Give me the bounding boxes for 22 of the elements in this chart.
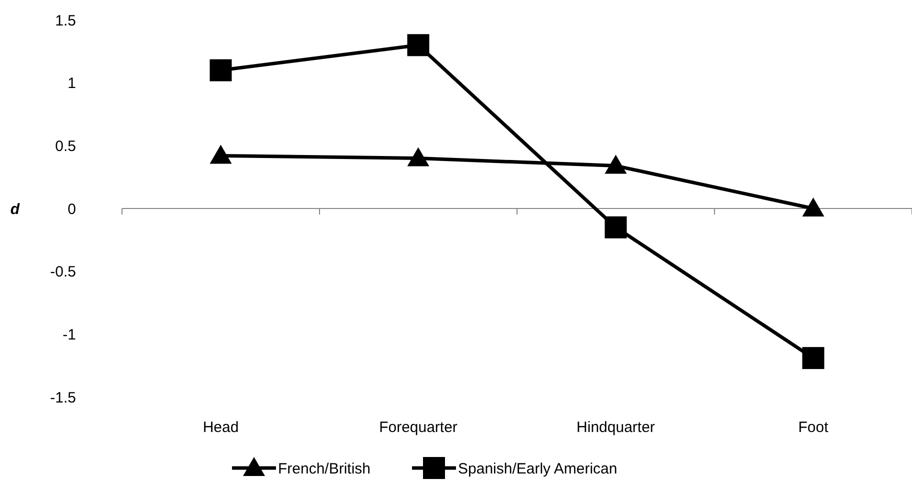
point	[604, 154, 627, 174]
y-tick-label: 1	[68, 75, 76, 92]
x-tick-label: Hindquarter	[576, 419, 655, 436]
y-tick-label: -1.5	[50, 389, 76, 406]
point	[210, 59, 232, 82]
y-tick-label: 0	[68, 200, 76, 218]
y-tick-label: 1.5	[55, 12, 76, 30]
x-tick-label: Forequarter	[379, 419, 458, 436]
point	[802, 198, 824, 216]
y-tick-label: -0.5	[50, 264, 76, 281]
point	[407, 34, 430, 56]
point	[407, 147, 430, 166]
point	[604, 216, 627, 238]
y-tick-label: 0.5	[55, 138, 76, 155]
point	[802, 347, 824, 370]
legend-label: Spanish/Early American	[458, 460, 618, 478]
point	[210, 144, 232, 164]
y-axis-title: d	[10, 200, 20, 218]
y-tick-label: -1	[62, 326, 76, 344]
legend-label: French/British	[278, 460, 371, 478]
x-tick-label: Foot	[798, 419, 830, 436]
x-tick-label: Head	[202, 419, 239, 436]
